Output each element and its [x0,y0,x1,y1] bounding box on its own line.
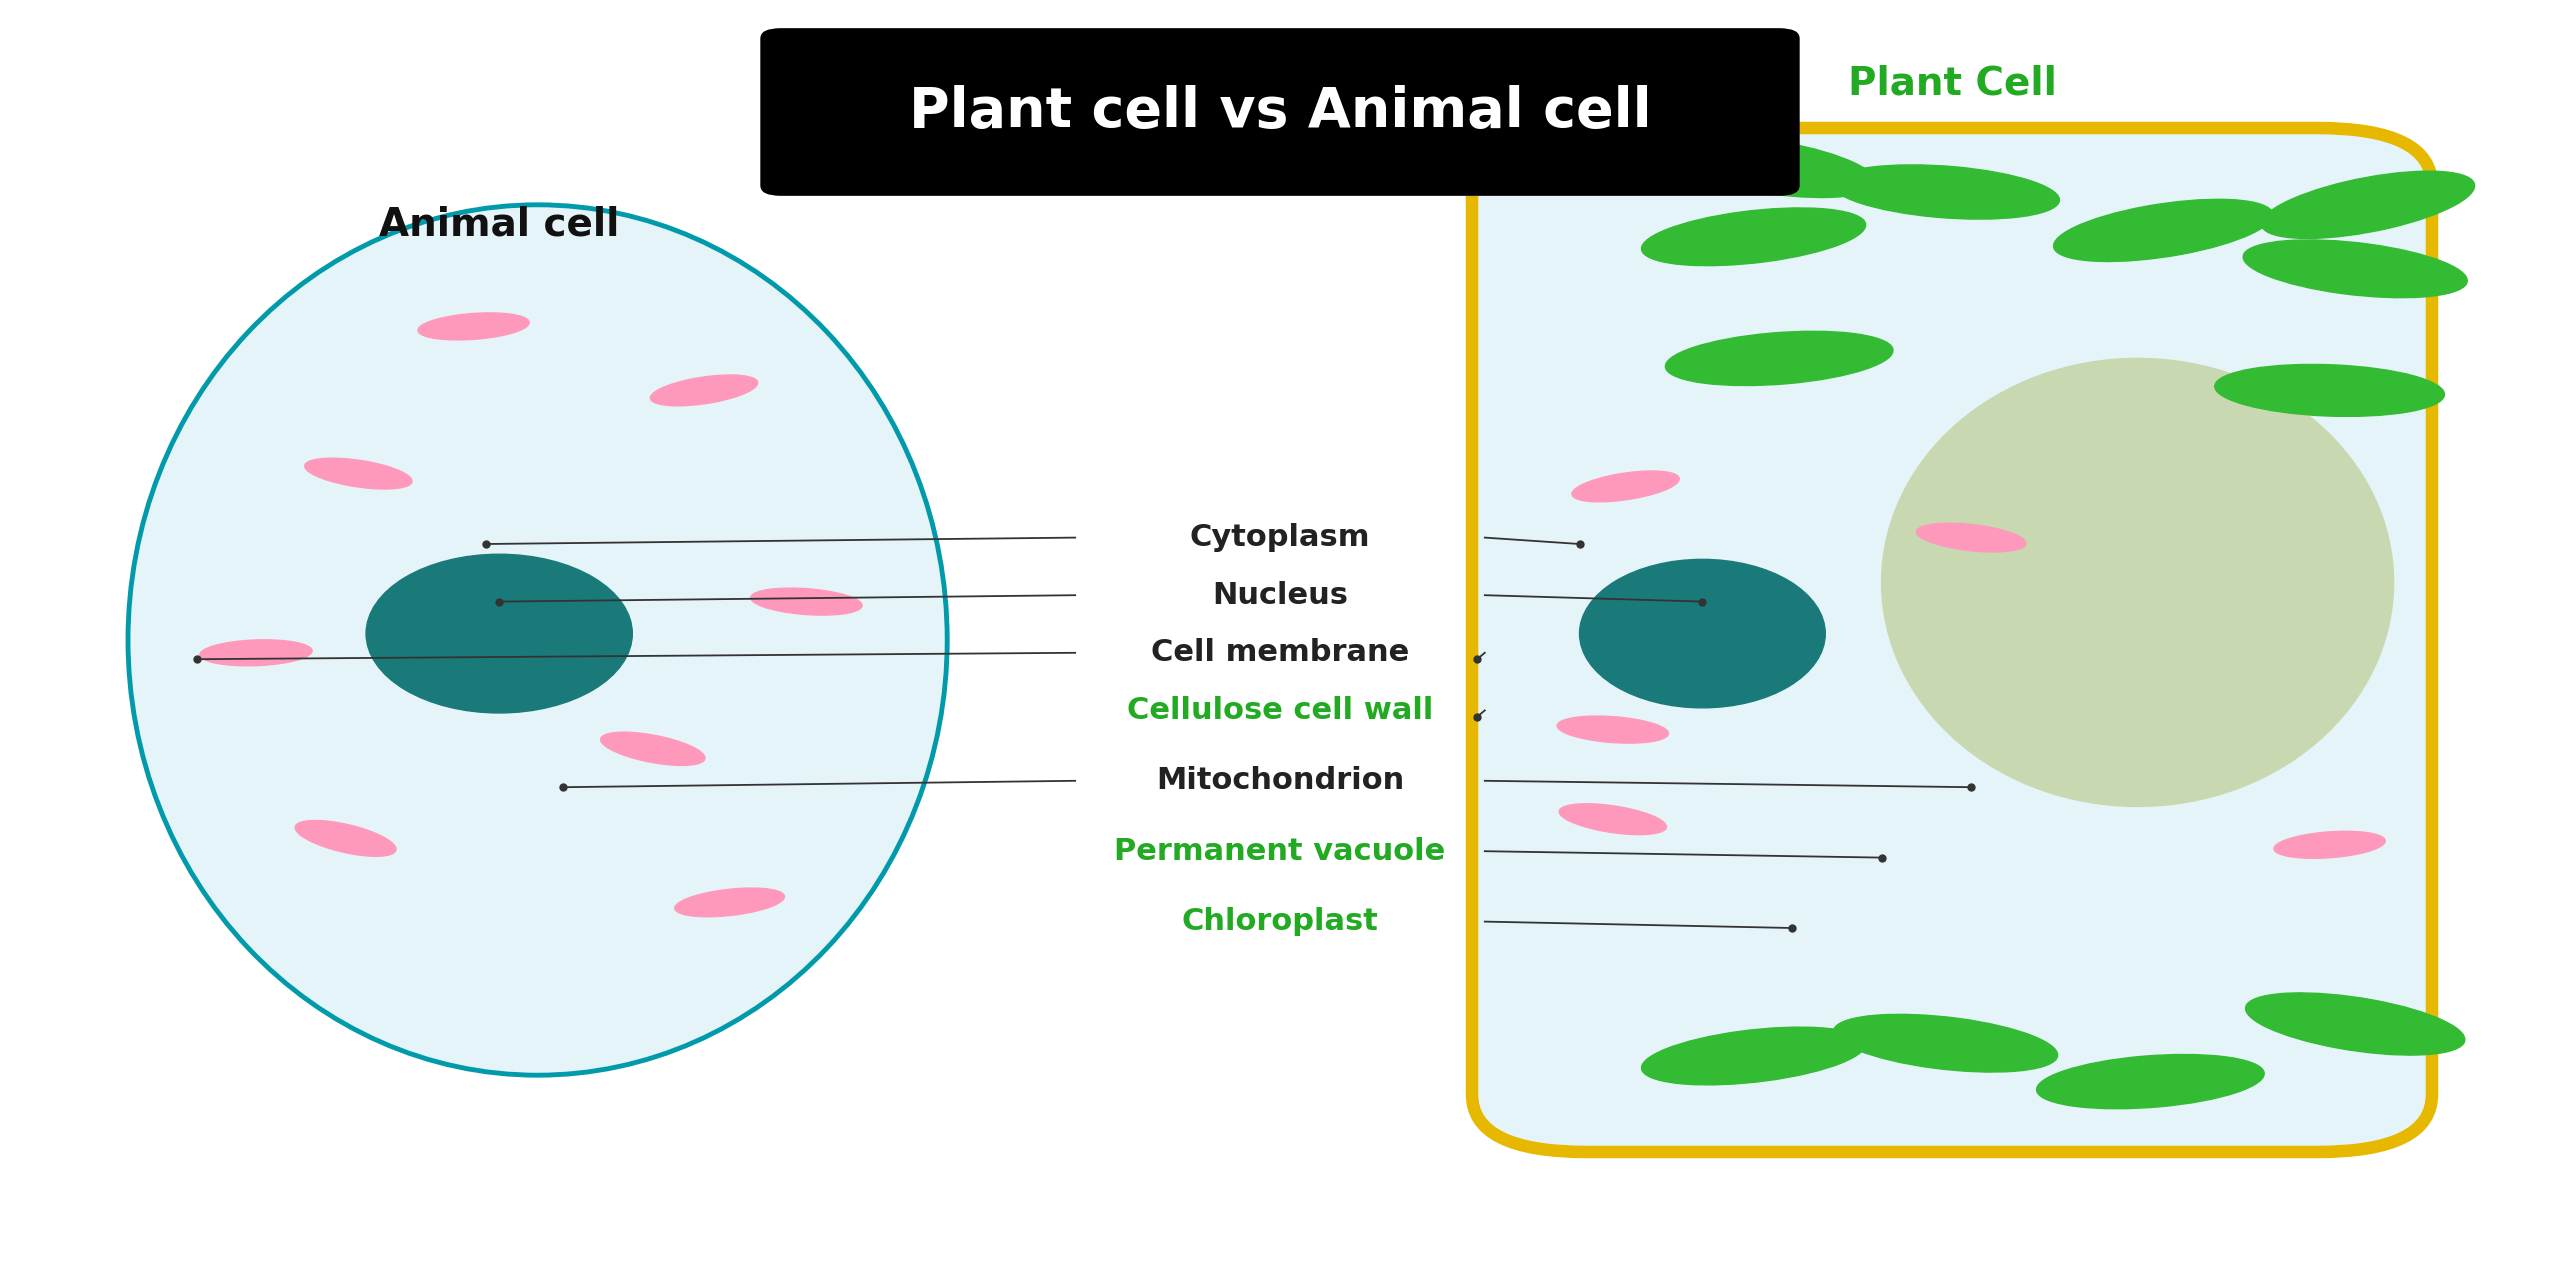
Ellipse shape [1917,524,2025,552]
Text: Permanent vacuole: Permanent vacuole [1114,837,1446,865]
Ellipse shape [1882,358,2394,806]
FancyBboxPatch shape [760,28,1800,196]
Ellipse shape [2273,831,2386,859]
Text: Cellulose cell wall: Cellulose cell wall [1126,696,1434,724]
Ellipse shape [2053,200,2273,261]
Text: Plant Cell: Plant Cell [1848,64,2056,102]
Ellipse shape [1556,716,1669,744]
Text: Animal cell: Animal cell [379,205,620,243]
Ellipse shape [2260,172,2476,238]
Text: Mitochondrion: Mitochondrion [1157,767,1403,795]
Ellipse shape [650,375,758,406]
Text: Chloroplast: Chloroplast [1183,908,1377,936]
Ellipse shape [305,458,412,489]
Ellipse shape [602,732,704,765]
Ellipse shape [2038,1055,2263,1108]
Text: Nucleus: Nucleus [1211,581,1349,609]
Ellipse shape [676,888,783,916]
Ellipse shape [294,820,397,856]
Ellipse shape [1656,136,1876,197]
Text: Cytoplasm: Cytoplasm [1190,524,1370,552]
Ellipse shape [417,312,530,340]
Ellipse shape [1641,1027,1866,1085]
Text: Cell membrane: Cell membrane [1152,639,1408,667]
FancyBboxPatch shape [1472,128,2432,1152]
Ellipse shape [1667,332,1892,385]
Ellipse shape [2245,993,2465,1055]
Ellipse shape [2243,239,2468,298]
Ellipse shape [1833,1014,2058,1073]
Ellipse shape [200,640,312,666]
Ellipse shape [366,554,632,713]
Ellipse shape [1580,559,1825,708]
Ellipse shape [1572,471,1679,502]
Ellipse shape [1641,207,1866,266]
Ellipse shape [128,205,947,1075]
Ellipse shape [750,588,863,616]
Ellipse shape [2214,365,2445,416]
Ellipse shape [1559,804,1667,835]
Text: Plant cell vs Animal cell: Plant cell vs Animal cell [909,84,1651,140]
Ellipse shape [1833,165,2058,219]
